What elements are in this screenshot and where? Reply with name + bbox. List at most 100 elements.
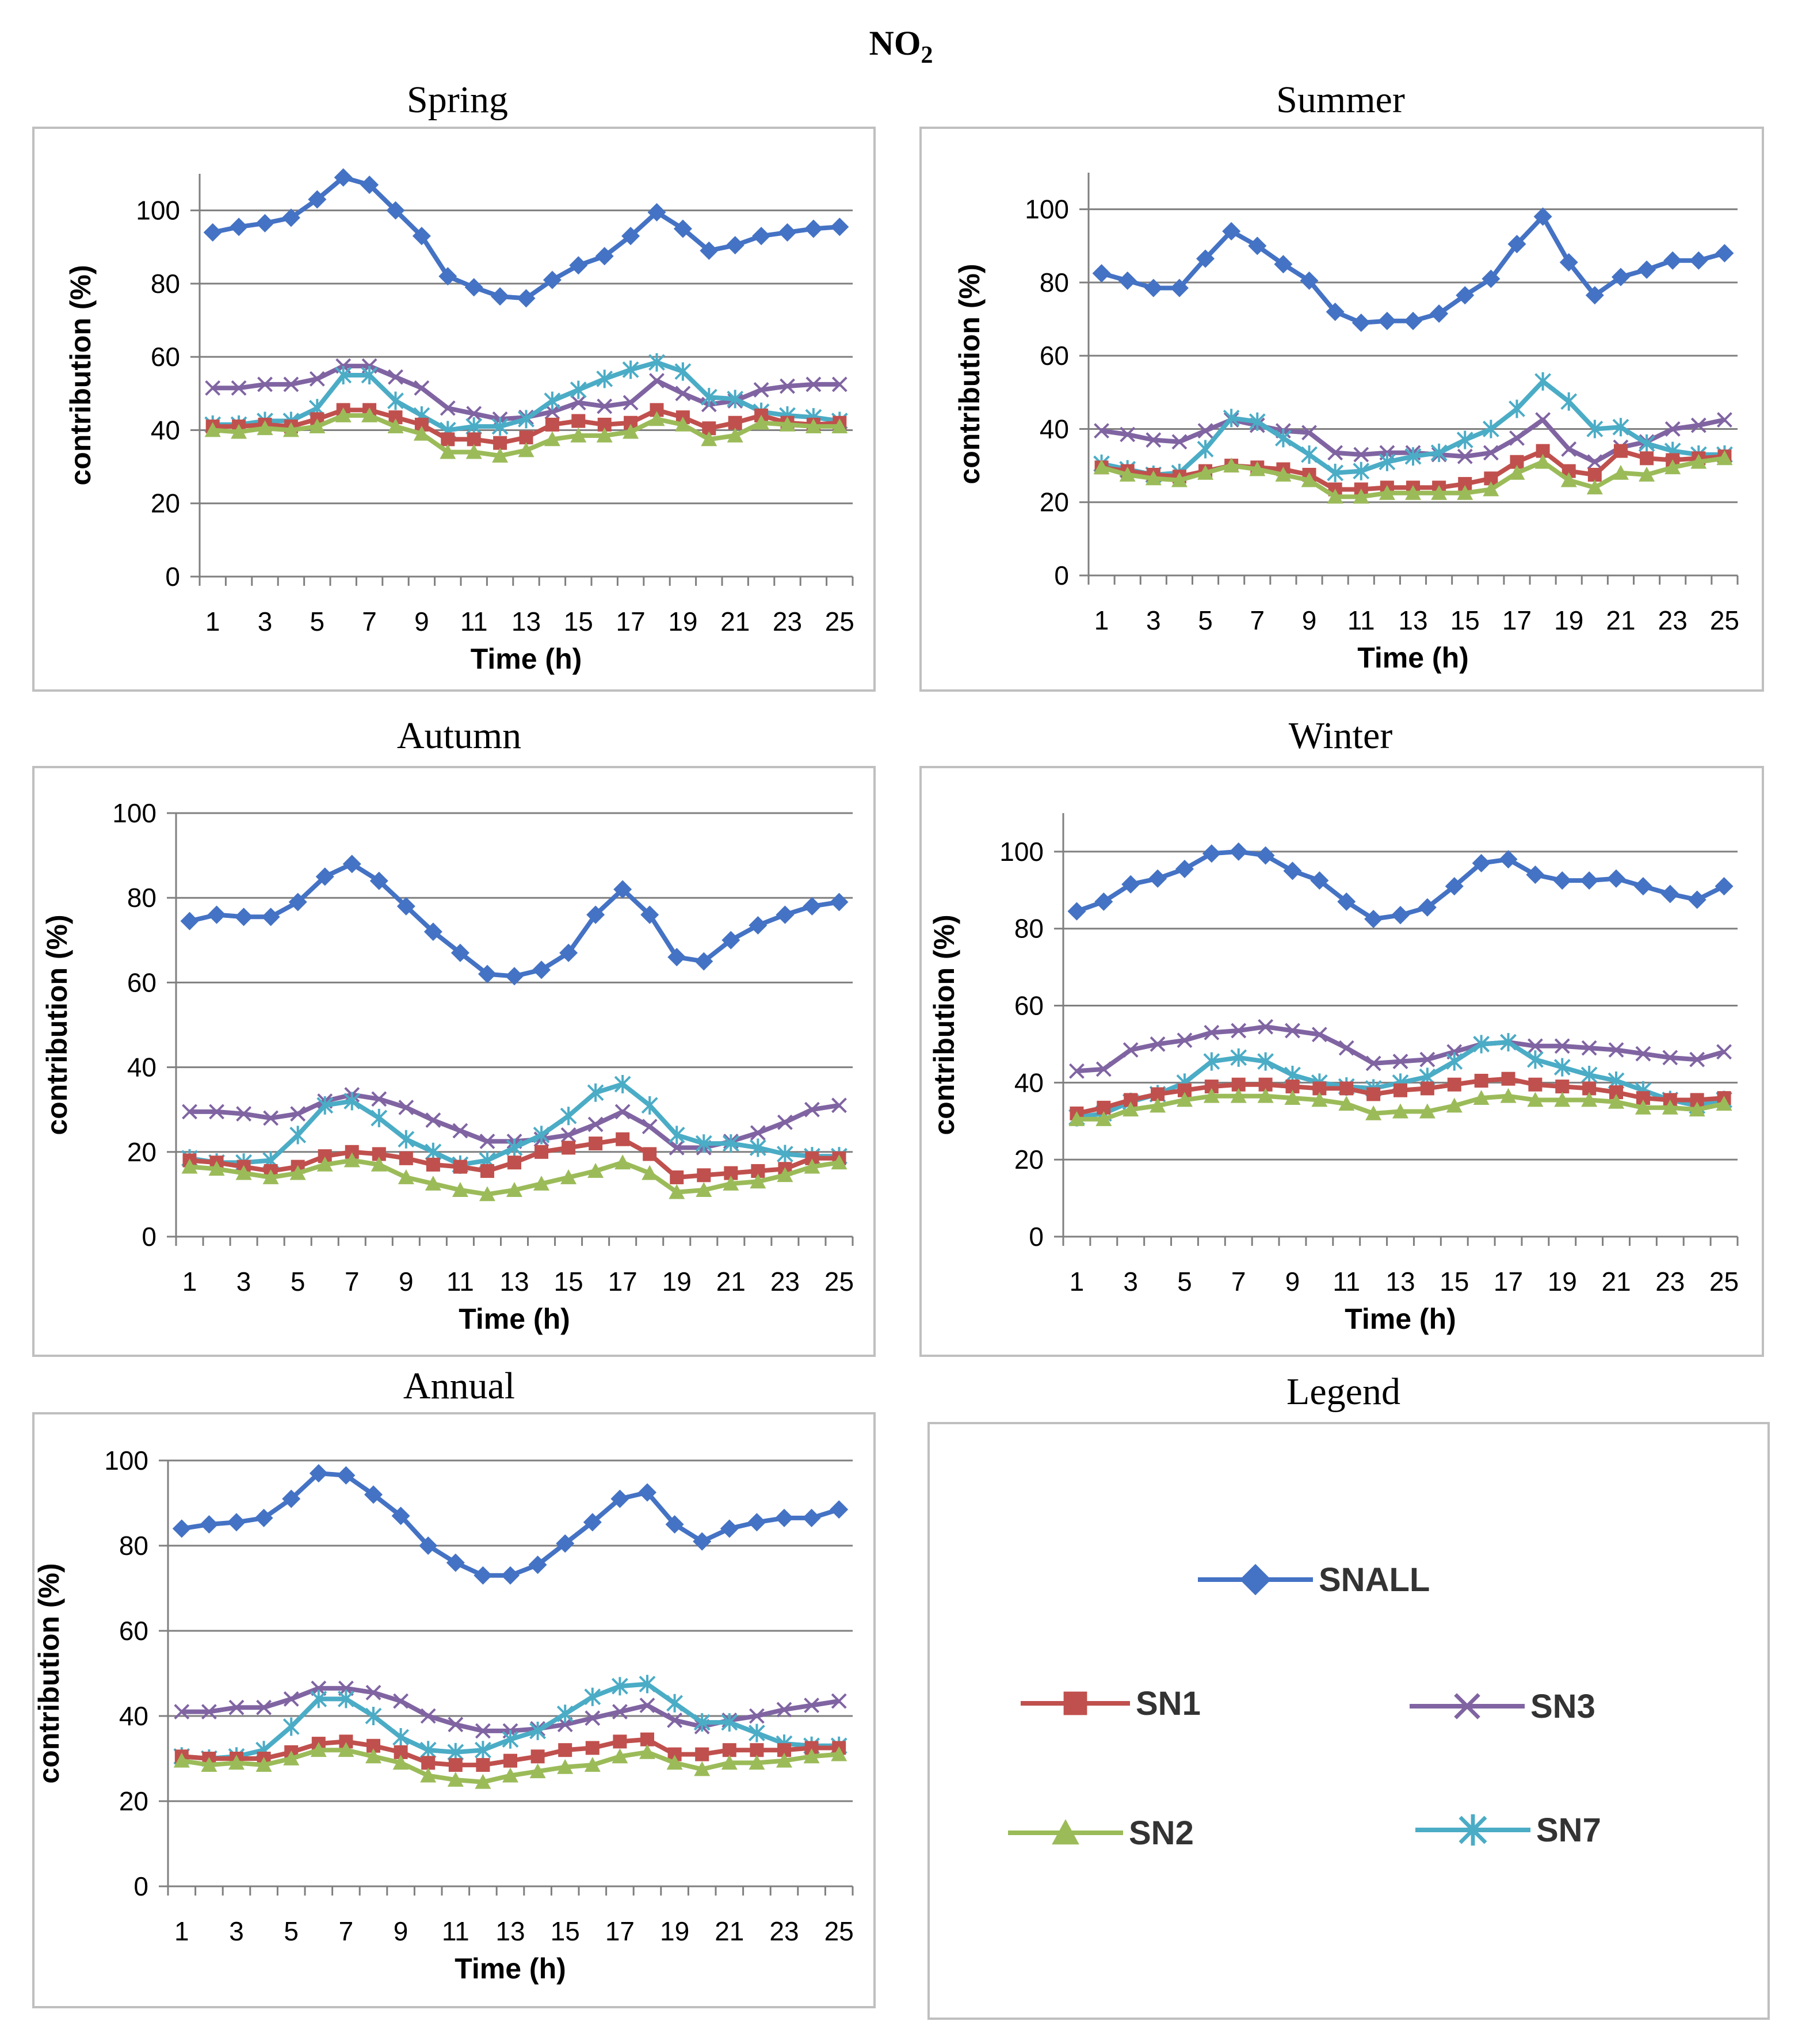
y-tick-label: 0 [133,1871,148,1901]
snall-point [1118,271,1137,290]
sn3-point [393,1693,409,1709]
sn3-point [1689,1051,1705,1067]
legend-label: SN3 [1530,1688,1595,1725]
sn7-point [1404,447,1422,466]
y-axis-label: contribution (%) [64,265,97,485]
snall-point [640,905,659,924]
sn2-point [1473,1090,1490,1105]
sn2-point [289,1165,306,1180]
series-sn2 [204,407,848,463]
sn7-point [361,366,378,384]
sn2-point [804,1158,820,1174]
legend-items: SNALL SN1 SN3 SN2 SN7 [1008,1561,1601,1852]
legend-item-sn7: SN7 [1415,1812,1601,1849]
sn2-point [506,1182,522,1197]
sn2-point [803,1748,820,1764]
sn7-point [584,1687,601,1706]
sn3-point [1662,1050,1678,1066]
sn2-point [831,418,848,433]
figure-title-main: NO [869,24,921,62]
sn7-point [622,360,639,379]
x-tick-label: 1 [1094,605,1109,635]
snall-point [419,1536,438,1555]
sn7-point [1203,1052,1220,1071]
sn2-point [1176,1092,1193,1107]
sn2-point [228,1755,245,1770]
sn2-point [666,1755,683,1770]
sn2-point [420,1767,437,1783]
snall-point [532,960,551,979]
x-tick-label: 9 [1285,1267,1300,1296]
legend-label: SN1 [1136,1685,1201,1722]
sn3-point [1094,423,1109,439]
legend-marker [1454,1693,1480,1719]
snall-point [673,219,692,238]
sn2-point [1249,461,1266,476]
sn7-point [392,1728,410,1746]
x-tick-label: 9 [399,1267,414,1296]
sn7-point [365,1707,382,1725]
snall-point [1637,260,1656,279]
sn2-point [1123,1101,1139,1117]
sn2-point [831,1154,847,1170]
sn2-point [335,407,352,422]
sn7-point [721,1713,738,1732]
snall-point [423,922,442,941]
x-tick-label: 1 [1070,1267,1085,1296]
sn2-point [533,1176,550,1191]
sn1-point [480,1164,494,1178]
chart-title: Annual [403,1365,515,1407]
x-tick-label: 7 [339,1916,354,1946]
sn3-point [290,1106,306,1122]
sn7-point [398,1130,415,1149]
x-tick-label: 19 [660,1916,689,1946]
sn1-point [750,1743,764,1757]
snall-point [1175,860,1194,879]
snall-point [309,1464,328,1483]
sn2-point [560,1169,577,1184]
sn1-point [1366,1087,1381,1101]
sn2-point [201,1757,217,1772]
sn1-point [1474,1074,1488,1088]
snall-point [464,278,483,297]
y-tick-label: 20 [127,1137,156,1167]
y-axis-label: contribution (%) [41,914,73,1135]
snall-point [802,1508,821,1527]
sn2-point [529,1763,546,1779]
snall-point [721,931,740,949]
sn3-point [365,1684,381,1700]
snall-point [207,905,226,924]
sn7-point [1509,399,1525,418]
sn1-point [1501,1071,1515,1086]
x-tick-label: 3 [1123,1267,1138,1296]
y-axis-label: contribution (%) [953,264,986,484]
sn3-point [749,1708,765,1724]
y-tick-label: 40 [119,1701,148,1731]
sn2-point [1534,453,1551,469]
sn1-point [562,1141,576,1155]
x-tick-label: 13 [511,607,541,636]
sn3-point [479,1133,495,1149]
chart-frame [919,766,1764,1357]
legend-marker [1459,1814,1487,1846]
sn2-point [587,1162,604,1178]
y-tick-label: 40 [127,1052,156,1082]
sn2-point [1608,1093,1625,1109]
snall-point [583,1513,602,1532]
sn2-point [1457,485,1473,500]
snall-point [1715,244,1734,262]
sn3-point [1716,1044,1732,1060]
sn7-point [1446,1052,1463,1071]
sn1-point [585,1741,600,1755]
x-tick-label: 11 [1347,605,1375,635]
y-tick-label: 20 [151,489,180,518]
sn7-point [282,1717,300,1736]
sn1-point [535,1145,549,1159]
sn3-point [1457,448,1473,464]
sn3-point [804,1101,820,1118]
sn7-point [491,417,509,436]
snall-point [386,201,405,220]
sn3-point [1069,1063,1085,1079]
x-tick-label: 15 [1450,605,1480,635]
